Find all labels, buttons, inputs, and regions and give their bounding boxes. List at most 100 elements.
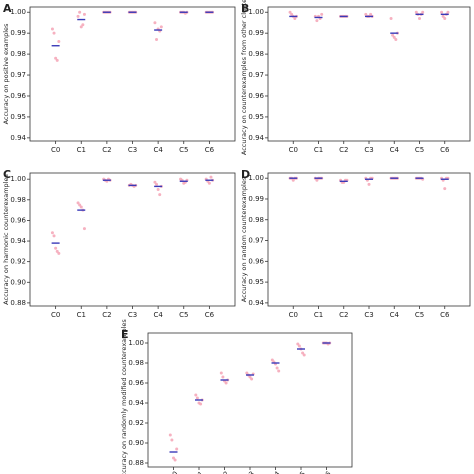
data-point [159, 25, 163, 29]
data-point [82, 12, 86, 16]
y-tick-label: 0.97 [248, 71, 264, 79]
data-point [414, 10, 418, 14]
data-point [156, 187, 160, 191]
data-point [270, 358, 274, 362]
data-point [275, 366, 279, 370]
x-tick-label: C2 [218, 470, 230, 474]
x-tick-label: C0 [51, 146, 60, 154]
y-tick-label: 0.94 [10, 237, 26, 245]
x-tick-label: C3 [128, 311, 137, 319]
data-point [364, 12, 368, 16]
data-point [52, 31, 56, 35]
y-tick-label: 0.90 [10, 278, 26, 286]
data-point [79, 25, 83, 29]
y-tick-label: 0.95 [248, 113, 264, 121]
y-tick-label: 0.94 [128, 399, 144, 407]
x-tick-label: C3 [364, 311, 373, 319]
y-tick-label: 1.00 [10, 175, 26, 183]
x-tick-label: C6 [320, 469, 333, 474]
data-point [391, 33, 395, 37]
x-tick-label: C4 [269, 469, 282, 474]
data-point [153, 180, 157, 184]
y-tick-label: 0.95 [10, 113, 26, 121]
data-point [277, 369, 281, 373]
panel-label: A [3, 2, 12, 15]
data-point [76, 201, 80, 205]
data-point [57, 251, 61, 255]
x-tick-label: C2 [339, 146, 348, 154]
x-tick-label: C1 [193, 470, 205, 474]
y-tick-label: 0.90 [128, 439, 144, 447]
y-axis-label: Accuracy on randomly modified counterexa… [120, 319, 128, 474]
x-tick-label: C6 [205, 311, 215, 319]
data-point [172, 456, 175, 460]
y-tick-label: 0.96 [128, 379, 144, 387]
x-tick-label: C1 [314, 146, 323, 154]
data-point [302, 353, 306, 357]
panel-label: B [241, 2, 249, 15]
plot-frame [267, 6, 471, 142]
y-tick-label: 0.96 [248, 257, 264, 265]
x-tick-label: C3 [244, 470, 256, 474]
data-point [291, 178, 295, 182]
data-point [52, 234, 56, 238]
y-tick-label: 0.99 [248, 195, 264, 203]
data-point [301, 351, 305, 355]
data-point [367, 182, 371, 186]
plot-frame [147, 332, 353, 468]
data-point [224, 381, 228, 385]
x-tick-label: C6 [440, 146, 450, 154]
data-point [369, 12, 373, 16]
y-tick-label: 0.96 [10, 92, 26, 100]
data-point [78, 203, 82, 207]
x-tick-label: C2 [102, 146, 111, 154]
x-tick-label: C1 [77, 311, 86, 319]
data-point [389, 17, 393, 21]
data-point [207, 181, 211, 185]
data-point [195, 396, 199, 400]
y-tick-label: 0.98 [10, 196, 26, 204]
data-point [296, 342, 300, 346]
plot-frame [29, 6, 236, 142]
y-axis-label: Accuracy on random counterexamples [240, 176, 248, 302]
data-point [446, 10, 450, 14]
y-tick-label: 0.97 [10, 71, 26, 79]
y-axis-label: Accuracy on harmonic counterexamples [2, 174, 10, 305]
data-point [320, 12, 324, 16]
y-tick-label: 0.95 [248, 278, 264, 286]
data-point [81, 23, 85, 27]
data-point [155, 182, 159, 186]
data-point [441, 14, 445, 18]
y-tick-label: 0.92 [128, 419, 144, 427]
data-point [76, 14, 80, 18]
data-point [392, 35, 396, 39]
data-point [50, 27, 54, 31]
x-tick-label: C6 [440, 311, 450, 319]
y-tick-label: 1.00 [248, 174, 264, 182]
x-tick-label: C1 [314, 311, 323, 319]
panel-label: E [121, 328, 129, 341]
y-tick-label: 0.98 [248, 50, 264, 58]
y-tick-label: 0.96 [248, 92, 264, 100]
y-tick-label: 0.96 [10, 216, 26, 224]
y-axis-label: Accuracy on positive examples [2, 23, 10, 124]
x-tick-label: C0 [51, 311, 60, 319]
y-tick-label: 0.97 [248, 237, 264, 245]
data-point [194, 393, 198, 397]
data-point [82, 227, 86, 231]
x-tick-label: C0 [289, 146, 298, 154]
x-tick-label: C6 [205, 146, 215, 154]
data-point [290, 12, 294, 16]
y-axis-label: Accuracy on counterexamples from other c… [240, 0, 248, 155]
data-point [153, 21, 157, 25]
x-tick-label: C5 [415, 311, 424, 319]
data-point [209, 175, 213, 179]
panel-label: D [241, 168, 250, 181]
data-point [158, 193, 162, 197]
data-point [221, 375, 225, 379]
x-tick-label: C4 [153, 311, 163, 319]
data-point [293, 17, 297, 21]
panel-label: C [3, 168, 11, 181]
data-point [245, 371, 249, 375]
data-point [288, 10, 292, 14]
